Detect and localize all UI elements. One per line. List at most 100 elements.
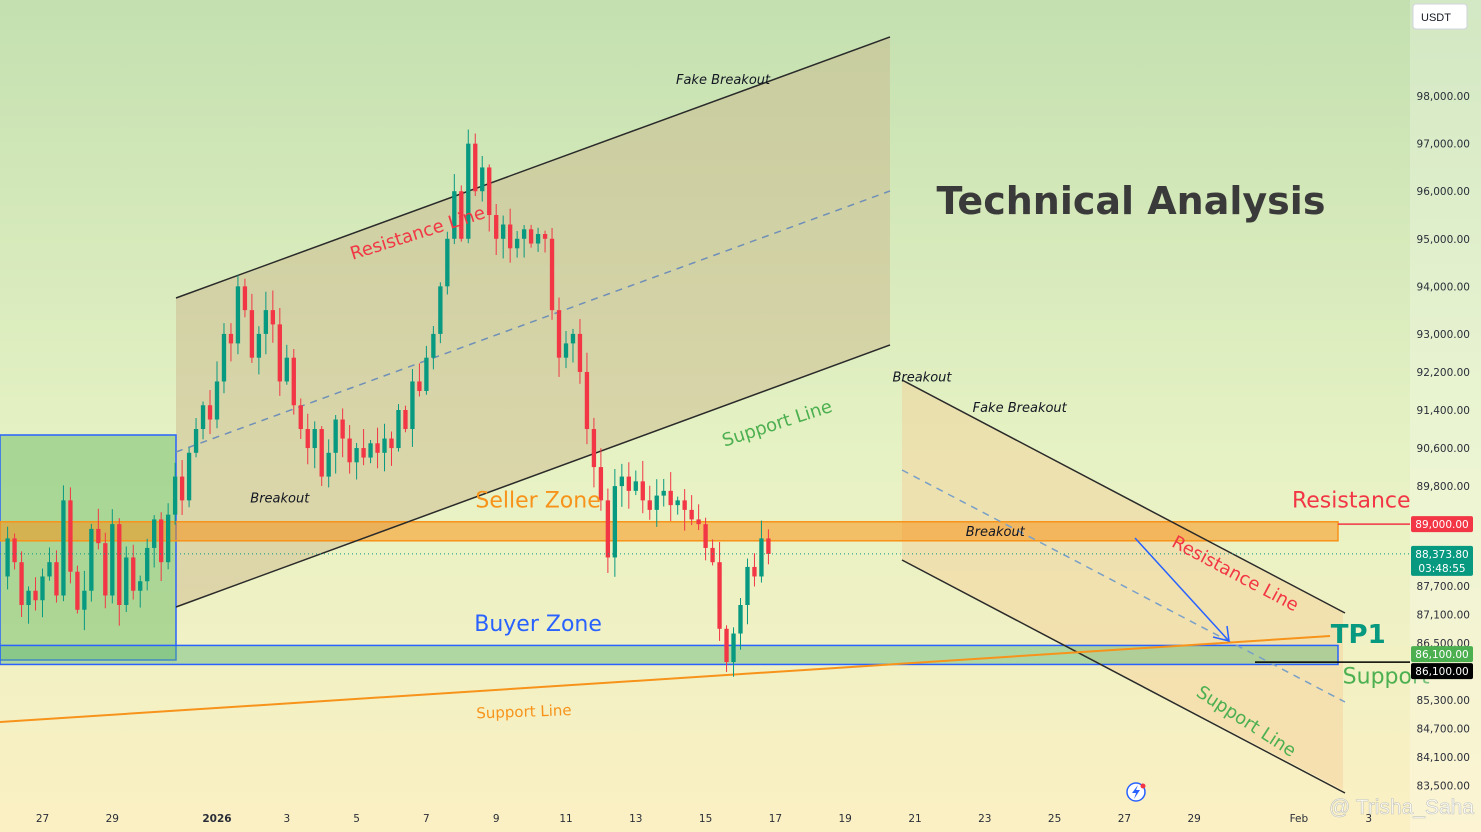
projection-arrow-head: [1212, 625, 1230, 642]
candle-body: [228, 333, 234, 344]
candle-body: [410, 381, 415, 430]
annotation-label: Breakout: [892, 370, 952, 385]
price-tick-label: 84,100.00: [1417, 752, 1470, 764]
current-price-tag-countdown: 03:48:55: [1418, 563, 1465, 575]
candle-body: [305, 429, 310, 449]
time-tick-label: 21: [908, 813, 921, 825]
candle-body: [193, 429, 199, 453]
candle-body: [96, 528, 101, 544]
candle-body: [186, 452, 192, 501]
candle-body: [452, 191, 457, 239]
time-tick-label: 5: [353, 813, 360, 825]
current-price-tag[interactable]: 88,373.80 03:48:55: [1411, 545, 1473, 576]
time-tick-label: 25: [1048, 813, 1061, 825]
candle-body: [117, 524, 122, 605]
price-tick-label: 83,500.00: [1417, 781, 1470, 793]
candle-body: [473, 143, 478, 192]
candle: [717, 542, 722, 641]
candle: [766, 529, 771, 565]
candle: [96, 508, 101, 550]
candle: [598, 448, 604, 511]
time-tick-label: 11: [559, 813, 572, 825]
candle: [312, 421, 317, 469]
price-axis-bg: [1410, 0, 1481, 832]
ascending-resistance-line: [175, 36, 891, 299]
support-price-tag[interactable]: 86,100.00: [1411, 663, 1473, 680]
candle-body: [270, 310, 276, 325]
candle: [47, 547, 52, 581]
candle: [12, 533, 17, 570]
candle: [145, 538, 150, 591]
candle: [305, 413, 310, 465]
candle-body: [298, 405, 303, 430]
candle-body: [480, 167, 485, 192]
time-tick-label: 7: [423, 813, 430, 825]
candle-body: [696, 519, 701, 525]
annotation-label: Breakout: [250, 492, 310, 507]
candle: [242, 278, 248, 318]
descending-support-line: [901, 559, 1346, 794]
candle-body: [675, 500, 680, 506]
target-price-tag[interactable]: 86,100.00: [1411, 646, 1473, 663]
candle: [277, 308, 282, 396]
candle: [249, 293, 255, 363]
time-tick-label: 29: [1188, 813, 1201, 825]
chart-title: Technical Analysis: [937, 179, 1326, 223]
candle: [501, 215, 506, 259]
candle: [319, 426, 324, 486]
lightning-icon[interactable]: [1126, 782, 1146, 802]
candle: [207, 390, 213, 435]
candle-body: [263, 310, 269, 334]
candle: [682, 489, 687, 531]
candle-body: [375, 443, 380, 453]
annotation-label: TP1: [1331, 620, 1386, 650]
candle: [528, 224, 534, 248]
candle: [235, 275, 241, 355]
candle-body: [549, 238, 555, 311]
candle: [368, 439, 373, 464]
candle: [326, 439, 331, 488]
candle-body: [82, 590, 87, 610]
candle-body: [165, 514, 171, 563]
candle: [103, 532, 108, 609]
candle: [68, 487, 73, 584]
candle-body: [563, 343, 569, 358]
candle: [347, 425, 352, 474]
candle-body: [131, 557, 136, 591]
candle: [396, 404, 401, 452]
candle-body: [12, 538, 17, 563]
candle: [40, 568, 45, 618]
candle: [82, 570, 87, 631]
currency-badge-box: [1412, 3, 1468, 30]
descending-midline: [901, 469, 1346, 703]
resistance-price-tag[interactable]: 89,000.00: [1411, 516, 1473, 533]
candle-body: [54, 562, 59, 596]
candle-body: [368, 443, 373, 458]
annotation-label: Breakout: [966, 525, 1026, 540]
candle-body: [466, 143, 471, 239]
price-zones: [0, 521, 1339, 666]
candle-body: [396, 410, 401, 449]
candle-body: [570, 333, 576, 344]
candle-body: [68, 500, 73, 572]
candle: [200, 401, 206, 440]
candle-body: [689, 509, 694, 520]
candle: [647, 485, 652, 520]
candle: [124, 546, 129, 613]
currency-badge[interactable]: USDT: [1412, 3, 1468, 30]
trend-lines: [0, 36, 1346, 794]
candle-body: [242, 286, 248, 311]
candle-body: [759, 538, 764, 577]
candle-body: [584, 371, 590, 430]
candle-body: [26, 590, 31, 605]
candle: [696, 504, 701, 531]
annotation-label: Seller Zone: [475, 489, 600, 514]
candle: [452, 174, 457, 245]
candle: [661, 478, 666, 507]
candle: [689, 495, 694, 526]
candle: [403, 405, 408, 433]
candle-body: [521, 229, 527, 239]
candle-body: [256, 333, 262, 358]
candle: [605, 488, 611, 573]
